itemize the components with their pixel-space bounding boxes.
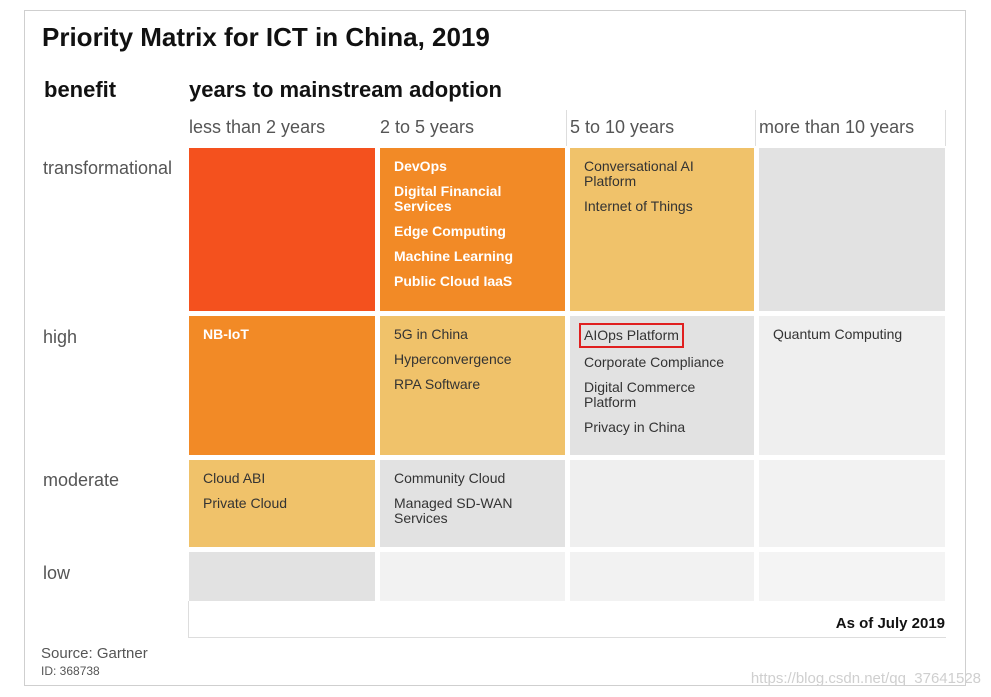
source: Source: Gartner: [41, 645, 148, 662]
matrix-cell: [380, 552, 565, 601]
technology-item: 5G in China: [394, 326, 468, 342]
header-divider: [566, 110, 567, 146]
doc-id: ID: 368738: [41, 664, 100, 678]
item-wrap: AIOps Platform: [579, 323, 740, 348]
matrix-cell: Community Cloud Managed SD-WAN Services: [380, 460, 565, 547]
matrix-cell: [759, 552, 945, 601]
technology-item: Privacy in China: [584, 419, 686, 435]
matrix-cell: [759, 148, 945, 311]
as-of: As of July 2019: [835, 615, 945, 632]
column-label: 2 to 5 years: [380, 117, 475, 137]
technology-item: Digital Commerce Platform: [584, 379, 696, 410]
matrix-cell: Cloud ABI Private Cloud: [189, 460, 375, 547]
technology-item: AIOps Platform: [579, 323, 684, 348]
header-divider: [755, 110, 756, 146]
matrix-cell: [759, 460, 945, 547]
header-divider: [945, 110, 946, 146]
row-label: low: [43, 563, 71, 583]
technology-item: NB-IoT: [203, 326, 249, 342]
footer-box: [188, 601, 946, 638]
matrix-cell: [189, 148, 375, 311]
technology-item: Edge Computing: [394, 223, 506, 239]
technology-item: DevOps: [394, 158, 447, 174]
technology-item: Community Cloud: [394, 470, 506, 486]
column-label: less than 2 years: [189, 117, 326, 137]
row-label: transformational: [43, 158, 173, 178]
technology-item: Machine Learning: [394, 248, 514, 264]
matrix-cell: Conversational AI Platform Internet of Th…: [570, 148, 754, 311]
technology-item: Private Cloud: [203, 495, 288, 511]
title: Priority Matrix for ICT in China, 2019: [42, 22, 490, 52]
matrix-cell: Quantum Computing: [759, 316, 945, 455]
row-label: moderate: [43, 470, 120, 490]
matrix-cell: [570, 460, 754, 547]
row-label: high: [43, 327, 78, 347]
technology-item: Cloud ABI: [203, 470, 266, 486]
matrix-cell: DevOps Digital Financial Services Edge Com…: [380, 148, 565, 311]
technology-item: Internet of Things: [584, 198, 693, 214]
matrix-cell: 5G in China Hyperconvergence RPA Software: [380, 316, 565, 455]
technology-item: Managed SD-WAN Services: [394, 495, 513, 526]
column-label: more than 10 years: [759, 117, 915, 137]
technology-item: RPA Software: [394, 376, 481, 392]
matrix-cell: [570, 552, 754, 601]
technology-item: Digital Financial Services: [394, 183, 502, 214]
row-axis-label: benefit: [44, 77, 117, 102]
technology-item: Quantum Computing: [773, 326, 903, 342]
matrix-cell: NB-IoT: [189, 316, 375, 455]
matrix-cell: AIOps Platform Corporate Compliance Digita…: [570, 316, 754, 455]
technology-item: Hyperconvergence: [394, 351, 512, 367]
technology-item: Public Cloud IaaS: [394, 273, 513, 289]
watermark: https://blog.csdn.net/qq_37641528: [750, 670, 981, 687]
technology-item: Conversational AI Platform: [584, 158, 694, 189]
column-label: 5 to 10 years: [570, 117, 675, 137]
matrix-cell: [189, 552, 375, 601]
technology-item: Corporate Compliance: [584, 354, 725, 370]
frame: [24, 10, 966, 686]
column-axis-label: years to mainstream adoption: [189, 77, 502, 102]
